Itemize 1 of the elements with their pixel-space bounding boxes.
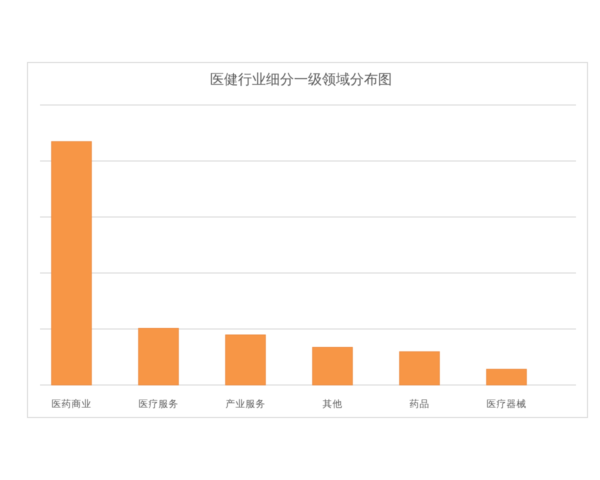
- title: 医健行业细分一级领域分布图: [210, 71, 392, 87]
